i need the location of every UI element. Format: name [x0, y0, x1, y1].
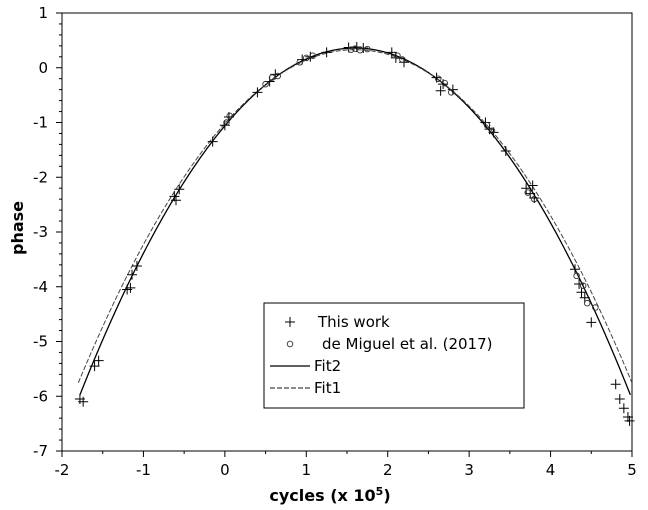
point-plus: [89, 361, 100, 372]
point-plus: [93, 355, 104, 366]
point-plus: [570, 264, 580, 275]
y-tick-label: -2: [33, 168, 48, 186]
point-circle: [303, 54, 310, 62]
point-circle: [223, 119, 230, 126]
legend-label: This work: [317, 313, 390, 331]
point-circle: [583, 299, 591, 307]
x-axis: -2 -1 0 1 2 3 4 5: [55, 451, 637, 479]
point-plus: [618, 403, 629, 414]
point-circle: [573, 272, 580, 280]
point-plus: [624, 415, 635, 426]
point-plus: [358, 43, 369, 54]
y-tick-label: -1: [33, 114, 48, 132]
point-plus: [386, 47, 397, 58]
point-circle: [262, 80, 269, 88]
y-tick-label: -5: [33, 333, 48, 351]
point-plus: [586, 317, 597, 328]
point-circle: [274, 72, 282, 80]
point-plus: [574, 279, 585, 290]
point-circle: [296, 59, 304, 66]
point-circle: [531, 195, 538, 203]
legend-label: Fit1: [314, 379, 341, 397]
y-axis: -7 -6 -5 -4 -3 -2 -1 0 1: [33, 4, 62, 460]
point-circle: [286, 340, 294, 348]
point-plus: [285, 317, 295, 327]
point-plus: [610, 379, 621, 390]
x-tick-label: 1: [302, 461, 312, 479]
y-tick-label: -7: [33, 442, 48, 460]
legend-label: Fit2: [314, 357, 341, 375]
y-axis-title: phase: [8, 201, 27, 255]
point-plus: [351, 41, 362, 52]
x-tick-label: 0: [220, 461, 230, 479]
y-tick-label: 1: [38, 4, 48, 22]
point-plus: [435, 85, 446, 96]
point-plus: [252, 87, 263, 98]
point-plus: [529, 193, 540, 204]
point-plus: [125, 282, 136, 293]
fit-curve-fit2: [79, 47, 631, 396]
point-circle: [399, 56, 406, 63]
point-plus: [174, 184, 185, 195]
fit-curves: [77, 47, 633, 396]
point-plus: [78, 396, 89, 407]
point-plus: [500, 145, 511, 156]
point-plus: [131, 260, 142, 271]
point-circle: [488, 127, 496, 134]
y-tick-label: -6: [33, 387, 48, 405]
data-points: [74, 41, 635, 426]
point-circle: [434, 75, 442, 82]
x-axis-title: cycles (x 105): [269, 485, 390, 505]
legend: This work de Miguel et al. (2017) Fit2 Fit1: [263, 302, 525, 409]
point-circle: [226, 112, 233, 120]
point-circle: [356, 46, 364, 54]
point-circle: [592, 304, 599, 311]
point-plus: [488, 127, 499, 138]
point-circle: [483, 121, 491, 129]
legend-box: [263, 302, 525, 409]
point-plus: [171, 195, 181, 206]
point-circle: [364, 45, 371, 53]
point-circle: [394, 52, 401, 59]
point-plus: [127, 269, 138, 280]
x-tick-label: 5: [627, 461, 637, 479]
x-tick-label: 4: [546, 461, 556, 479]
point-plus: [614, 393, 625, 404]
point-plus: [207, 136, 218, 147]
point-plus: [521, 183, 532, 194]
point-plus: [527, 180, 538, 191]
point-circle: [309, 52, 317, 59]
legend-label: de Miguel et al. (2017): [322, 335, 492, 353]
y-tick-label: -3: [33, 223, 48, 241]
fit-curve-fit1: [77, 49, 633, 384]
point-plus: [321, 47, 332, 58]
point-plus: [576, 287, 587, 298]
y-tick-label: 0: [38, 59, 48, 77]
point-circle: [441, 79, 448, 87]
y-tick-label: -4: [33, 278, 48, 296]
x-tick-label: 2: [383, 461, 393, 479]
point-circle: [579, 282, 587, 289]
point-circle: [268, 74, 276, 81]
x-tick-label: -1: [136, 461, 151, 479]
x-tick-label: 3: [464, 461, 474, 479]
point-circle: [524, 189, 532, 196]
point-circle: [447, 89, 455, 96]
point-circle: [347, 46, 355, 53]
x-tick-label: -2: [55, 461, 70, 479]
